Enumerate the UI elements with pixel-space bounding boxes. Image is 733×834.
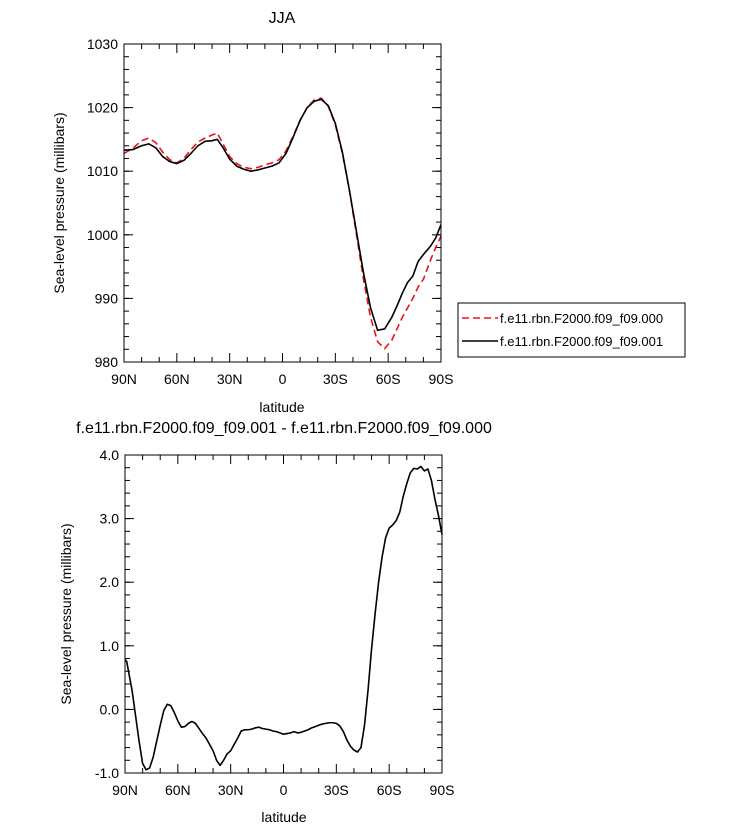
chart-top-title: JJA [269, 10, 296, 27]
chart-bottom-x-tick-label: 30N [218, 782, 244, 798]
chart-top-x-tick-label: 90S [429, 371, 454, 387]
chart-top-x-tick-label: 90N [111, 371, 137, 387]
legend-label-000: f.e11.rbn.F2000.f09_f09.000 [500, 311, 663, 326]
chart-top-series-group [123, 97, 442, 350]
chart-top-ticks: 90N 60N 30N 0 30S 60S 90S 980 990 1000 1010 1020 103… [87, 36, 454, 387]
chart-top-series-line-1 [123, 98, 442, 331]
chart-bottom-y-tick-label: 2.0 [100, 574, 120, 590]
chart-top-x-axis-label: latitude [259, 399, 304, 415]
chart-bottom-series-group [124, 465, 443, 771]
chart-bottom-x-tick-label: 0 [280, 782, 288, 798]
legend-label-001: f.e11.rbn.F2000.f09_f09.001 [500, 334, 663, 349]
chart-top-y-tick-label: 1010 [87, 163, 118, 179]
chart-bottom: f.e11.rbn.F2000.f09_f09.001 - f.e11.rbn.… [58, 420, 492, 825]
chart-top-series-line-0 [123, 97, 442, 350]
chart-bottom-y-tick-label: 4.0 [100, 447, 120, 463]
chart-bottom-y-tick-label: 1.0 [100, 638, 120, 654]
chart-bottom-title: f.e11.rbn.F2000.f09_f09.001 - f.e11.rbn.… [76, 420, 492, 437]
chart-top-x-tick-label: 30N [217, 371, 243, 387]
chart-bottom-y-tick-label: 3.0 [100, 511, 120, 527]
chart-top-y-tick-label: 1000 [87, 227, 118, 243]
chart-top-y-tick-label: 1030 [87, 36, 118, 52]
chart-bottom-y-axis-label: Sea-level pressure (millibars) [58, 523, 74, 704]
chart-bottom-x-tick-label: 30S [324, 782, 349, 798]
legend-box [457, 302, 686, 358]
chart-bottom-plot-frame [124, 454, 443, 774]
chart-top-y-tick-label: 1020 [87, 100, 118, 116]
chart-top-plot-frame [123, 43, 442, 363]
chart-top-y-tick-label: 990 [95, 290, 119, 306]
chart-bottom-x-tick-label: 90N [112, 782, 138, 798]
chart-bottom-series-line-0 [124, 465, 443, 771]
chart-bottom-x-tick-label: 60S [377, 782, 402, 798]
chart-top-x-tick-label: 60S [376, 371, 401, 387]
chart-bottom-ticks: 90N 60N 30N 0 30S 60S 90S -1.0 0.0 1.0 2.0 3.0 4.0 [95, 447, 455, 798]
chart-top-legend: f.e11.rbn.F2000.f09_f09.000 f.e11.rbn.F2… [457, 302, 686, 358]
chart-top-x-tick-label: 60N [164, 371, 190, 387]
chart-top-x-tick-label: 0 [279, 371, 287, 387]
chart-top-x-tick-label: 30S [323, 371, 348, 387]
chart-bottom-y-tick-label: 0.0 [100, 701, 120, 717]
chart-bottom-y-tick-label: -1.0 [95, 765, 119, 781]
chart-top: JJA 90N 60N 30N 0 30S 60S 90S 980 990 1000 1010 102… [51, 10, 686, 415]
chart-top-y-tick-label: 980 [95, 354, 119, 370]
chart-bottom-x-axis-label: latitude [261, 809, 306, 825]
chart-bottom-x-tick-label: 60N [165, 782, 191, 798]
chart-top-y-axis-label: Sea-level pressure (millibars) [51, 112, 67, 293]
chart-bottom-x-tick-label: 90S [430, 782, 455, 798]
